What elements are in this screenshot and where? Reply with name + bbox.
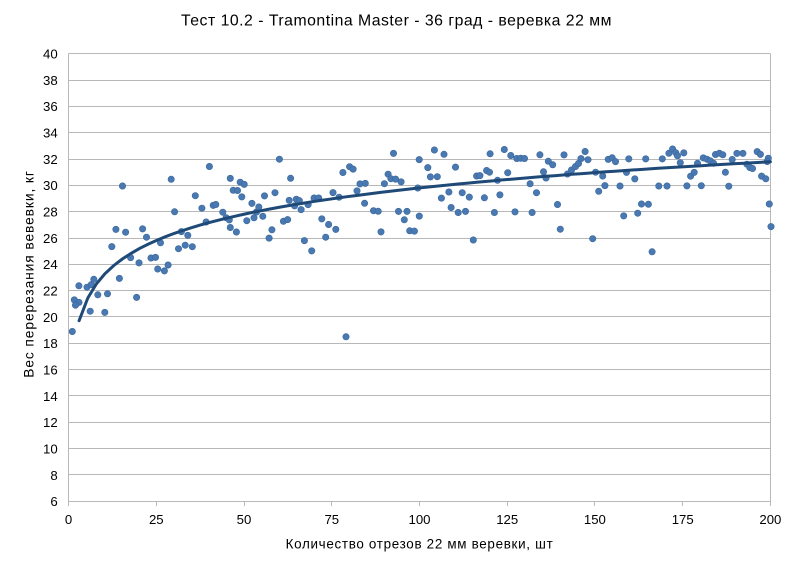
svg-text:175: 175	[672, 512, 694, 527]
svg-text:24: 24	[43, 257, 58, 272]
svg-text:18: 18	[43, 336, 58, 351]
svg-text:26: 26	[43, 231, 58, 246]
svg-text:28: 28	[43, 205, 58, 220]
svg-text:22: 22	[43, 284, 58, 299]
svg-text:200: 200	[759, 512, 781, 527]
svg-text:36: 36	[43, 99, 58, 114]
svg-text:6: 6	[50, 494, 57, 509]
svg-text:14: 14	[43, 389, 58, 404]
svg-text:40: 40	[43, 47, 58, 62]
svg-text:75: 75	[324, 512, 339, 527]
svg-text:32: 32	[43, 152, 58, 167]
svg-text:25: 25	[149, 512, 164, 527]
svg-text:150: 150	[584, 512, 606, 527]
svg-text:12: 12	[43, 415, 58, 430]
svg-text:10: 10	[43, 441, 58, 456]
svg-text:Тест 10.2 - Tramontina Master: Тест 10.2 - Tramontina Master - 36 град …	[181, 13, 612, 30]
svg-text:Вес перерезания вевевки, кг: Вес перерезания вевевки, кг	[22, 170, 37, 378]
svg-text:100: 100	[408, 512, 430, 527]
svg-text:38: 38	[43, 73, 58, 88]
svg-text:125: 125	[496, 512, 518, 527]
svg-text:8: 8	[50, 468, 57, 483]
svg-text:50: 50	[237, 512, 252, 527]
svg-text:16: 16	[43, 363, 58, 378]
svg-text:34: 34	[43, 126, 58, 141]
svg-text:20: 20	[43, 310, 58, 325]
svg-text:30: 30	[43, 178, 58, 193]
svg-text:Количество отрезов 22 мм верев: Количество отрезов 22 мм веревки, шт	[286, 537, 554, 552]
svg-text:0: 0	[65, 512, 72, 527]
